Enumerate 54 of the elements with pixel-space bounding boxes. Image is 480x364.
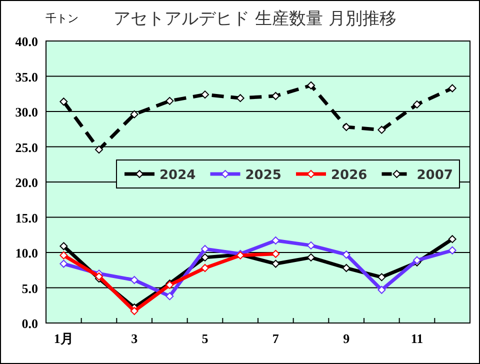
point xyxy=(342,264,350,272)
point xyxy=(413,256,421,264)
x-tick-label: 9 xyxy=(343,331,350,346)
point xyxy=(201,253,209,262)
y-tick-label: 10.0 xyxy=(15,246,38,260)
point xyxy=(307,241,315,250)
point xyxy=(272,260,280,268)
point xyxy=(201,90,209,99)
point xyxy=(130,307,138,316)
point xyxy=(130,276,138,284)
legend-label: 2007 xyxy=(416,168,453,183)
y-tick-label: 25.0 xyxy=(15,140,38,155)
point xyxy=(60,260,68,268)
point xyxy=(201,244,209,253)
point xyxy=(272,92,280,100)
legend-label: 2025 xyxy=(245,168,282,183)
point xyxy=(201,264,209,272)
x-tick-label: 5 xyxy=(202,331,209,346)
point xyxy=(60,251,68,260)
x-tick-label: 3 xyxy=(131,331,138,346)
point xyxy=(130,110,138,118)
y-axis-title: 千トン xyxy=(46,12,78,25)
y-tick-label: 35.0 xyxy=(15,69,38,84)
y-tick-label: 0.0 xyxy=(22,316,38,331)
point xyxy=(272,236,280,245)
chart-title: アセトアルデヒド 生産数量 月別推移 xyxy=(114,9,396,29)
point xyxy=(378,273,386,282)
point xyxy=(378,126,386,134)
point xyxy=(342,250,350,259)
x-tick-label: 1月 xyxy=(54,331,74,346)
point xyxy=(272,250,280,258)
point xyxy=(448,246,456,254)
point xyxy=(448,235,456,244)
y-tick-label: 30.0 xyxy=(15,104,38,120)
y-tick-label: 5.0 xyxy=(22,280,38,296)
y-tick-label: 40.0 xyxy=(15,34,38,49)
y-tick-label: 15.0 xyxy=(15,210,38,226)
point xyxy=(307,253,315,262)
point xyxy=(378,286,386,294)
legend-label: 2024 xyxy=(160,168,196,183)
point xyxy=(413,100,421,108)
x-tick-label: 7 xyxy=(272,331,280,346)
point xyxy=(95,146,103,154)
x-tick-label: 11 xyxy=(410,331,424,346)
point xyxy=(166,292,174,300)
point xyxy=(166,96,174,105)
point xyxy=(342,123,350,132)
point xyxy=(307,81,315,90)
legend-label: 2026 xyxy=(331,168,368,183)
point xyxy=(60,98,68,106)
point xyxy=(95,272,103,280)
y-tick-label: 20.0 xyxy=(15,175,38,190)
point xyxy=(448,84,456,92)
point xyxy=(60,242,68,250)
